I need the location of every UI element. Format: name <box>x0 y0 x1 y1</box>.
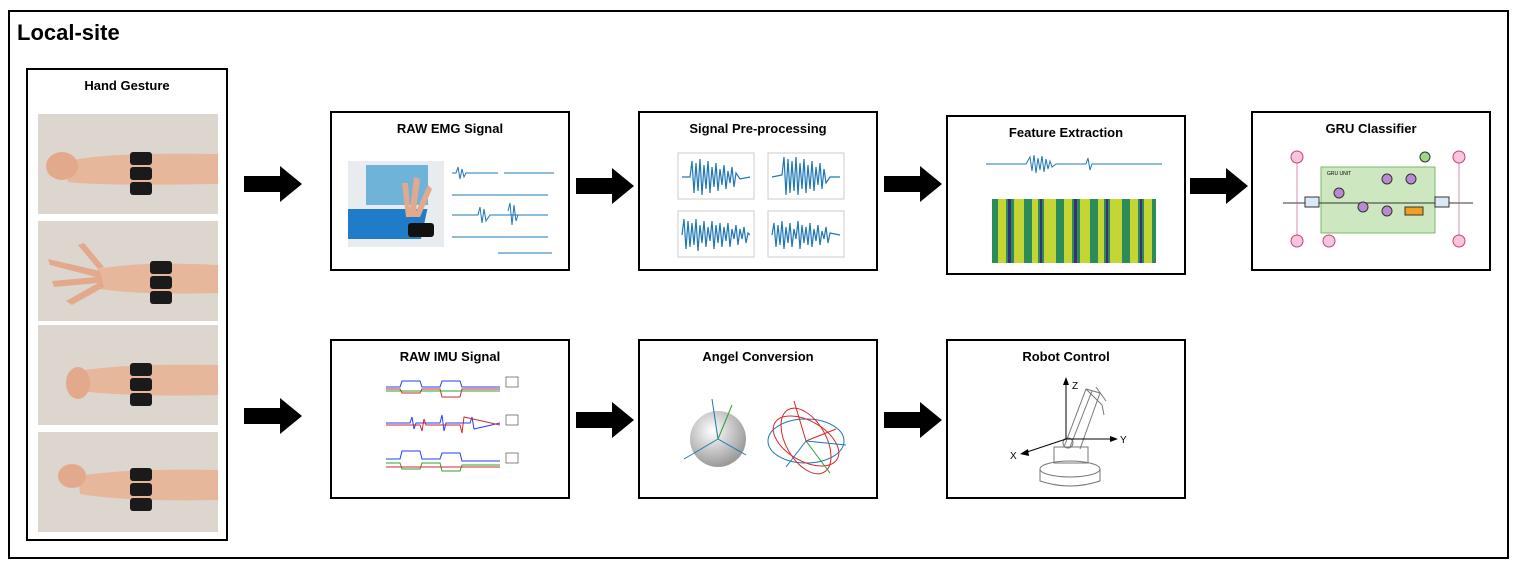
local-site-frame <box>8 10 1509 559</box>
gesture-photo-wrist-flex <box>38 325 218 425</box>
preprocessed-signals-plot <box>677 152 845 258</box>
emg-recording-illustration <box>348 161 554 254</box>
arrow-right-icon <box>576 402 634 438</box>
feature-extraction-title: Feature Extraction <box>1008 125 1124 140</box>
robot-axis-z-label: Z <box>1072 381 1078 392</box>
arrow-right-icon <box>244 398 302 434</box>
robot-control-box: Robot Control Z X Y <box>946 339 1186 499</box>
feature-signal-plot <box>986 154 1162 174</box>
gru-classifier-title: GRU Classifier <box>1325 121 1417 136</box>
raw-imu-box: RAW IMU Signal <box>330 339 570 499</box>
signal-preprocessing-box: Signal Pre-processing <box>638 111 878 271</box>
feature-extraction-box: Feature Extraction <box>946 115 1186 275</box>
gesture-photo-open-hand <box>38 221 218 321</box>
gru-unit-diagram: GRU UNIT <box>1283 150 1473 248</box>
raw-emg-box: RAW EMG Signal <box>330 111 570 271</box>
arrow-right-icon <box>884 166 942 202</box>
robot-control-title: Robot Control <box>1022 349 1110 364</box>
gesture-photo-fist <box>38 114 218 214</box>
arrow-right-icon <box>1190 168 1248 204</box>
arrow-right-icon <box>244 166 302 202</box>
site-title: Local-site <box>17 20 120 45</box>
orientation-sphere-diagram <box>683 398 847 475</box>
robot-arm-diagram: Z X Y <box>1010 377 1127 487</box>
arrow-right-icon <box>576 168 634 204</box>
hand-gesture-title: Hand Gesture <box>84 78 170 93</box>
imu-signal-plot <box>386 376 519 472</box>
signal-preprocessing-title: Signal Pre-processing <box>689 121 827 136</box>
raw-imu-title: RAW IMU Signal <box>399 349 501 364</box>
robot-axis-y-label: Y <box>1120 435 1127 446</box>
angle-conversion-box: Angel Conversion <box>638 339 878 499</box>
robot-axis-x-label: X <box>1010 451 1017 462</box>
raw-emg-title: RAW EMG Signal <box>396 121 504 136</box>
gesture-photo-wrist-extend <box>38 432 218 532</box>
hand-gesture-panel: Hand Gesture <box>26 68 228 541</box>
feature-heatmap <box>992 199 1156 263</box>
angle-conversion-title: Angel Conversion <box>702 349 814 364</box>
arrow-right-icon <box>884 402 942 438</box>
gru-unit-label: GRU UNIT <box>1327 171 1351 177</box>
gru-classifier-box: GRU Classifier GRU UNIT <box>1251 111 1491 271</box>
